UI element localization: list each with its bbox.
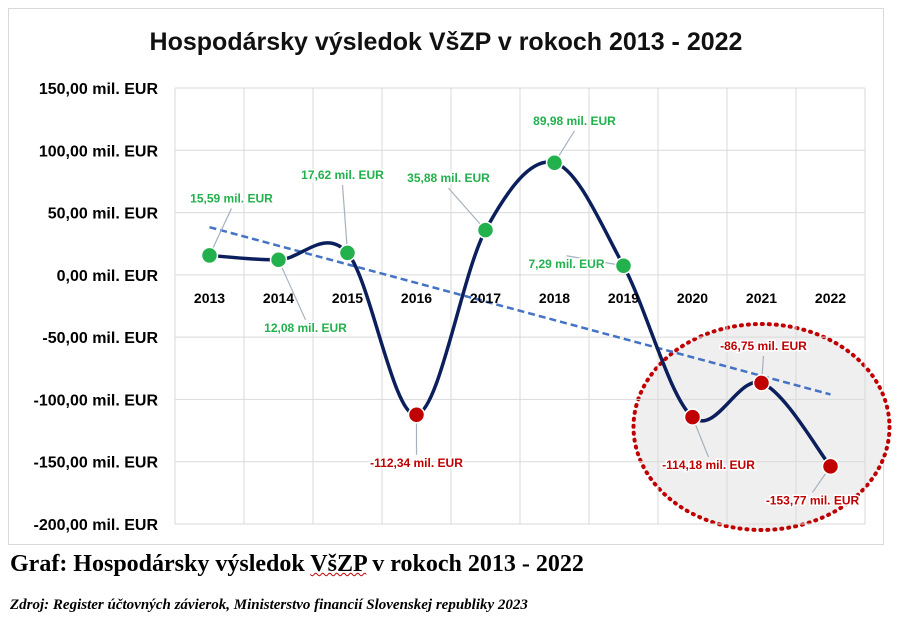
leader-line bbox=[448, 187, 486, 231]
y-tick-label: -150,00 mil. EUR bbox=[34, 455, 159, 472]
x-tick-label: 2021 bbox=[746, 290, 777, 306]
data-label-2019: 7,29 mil. EUR bbox=[528, 257, 604, 271]
data-point-2014 bbox=[269, 251, 288, 269]
x-tick-label: 2014 bbox=[263, 290, 294, 306]
data-label-2013: 15,59 mil. EUR bbox=[190, 191, 273, 205]
x-tick-label: 2019 bbox=[608, 290, 639, 306]
data-point-2015 bbox=[338, 244, 357, 262]
chart-title: Hospodársky výsledok VšZP v rokoch 2013 … bbox=[149, 28, 743, 56]
caption-text-before: Graf: Hospodársky výsledok bbox=[10, 551, 311, 577]
y-tick-label: -200,00 mil. EUR bbox=[34, 517, 159, 534]
leader-line bbox=[341, 184, 349, 253]
y-tick-label: -100,00 mil. EUR bbox=[34, 392, 159, 409]
caption-text-after: v rokoch 2013 - 2022 bbox=[366, 551, 584, 577]
source-note: Zdroj: Register účtovných závierok, Mini… bbox=[10, 597, 528, 613]
data-point-2019 bbox=[614, 257, 633, 275]
x-tick-label: 2015 bbox=[332, 290, 363, 306]
data-label-2017: 35,88 mil. EUR bbox=[407, 171, 490, 185]
highlight-circle bbox=[631, 322, 892, 532]
data-point-2018 bbox=[545, 154, 564, 172]
data-point-2016 bbox=[407, 406, 426, 424]
data-label-2022: -153,77 mil. EUR bbox=[766, 493, 860, 507]
x-tick-label: 2016 bbox=[401, 290, 432, 306]
caption-text-underlined: VšZP bbox=[310, 551, 367, 577]
leader-line bbox=[277, 259, 307, 321]
y-tick-label: -50,00 mil. EUR bbox=[42, 330, 158, 347]
data-label-2018: 89,98 mil. EUR bbox=[533, 114, 616, 128]
y-tick-label: 100,00 mil. EUR bbox=[39, 143, 159, 160]
series-line bbox=[209, 160, 832, 468]
x-tick-label: 2022 bbox=[815, 290, 846, 306]
y-tick-label: 50,00 mil. EUR bbox=[48, 206, 159, 223]
figure-caption: Graf: Hospodársky výsledok VšZP v rokoch… bbox=[10, 551, 584, 578]
data-point-2020 bbox=[683, 408, 702, 426]
x-tick-label: 2013 bbox=[194, 290, 225, 306]
data-label-2020: -114,18 mil. EUR bbox=[662, 458, 755, 472]
data-point-2017 bbox=[476, 221, 495, 239]
data-label-2021: -86,75 mil. EUR bbox=[720, 339, 807, 353]
x-tick-label: 2017 bbox=[470, 290, 501, 306]
leader-line bbox=[566, 255, 624, 267]
data-point-2022 bbox=[821, 457, 840, 476]
trendline bbox=[209, 225, 831, 396]
x-tick-label: 2020 bbox=[677, 290, 708, 306]
data-point-2013 bbox=[200, 246, 219, 265]
y-tick-label: 150,00 mil. EUR bbox=[39, 81, 159, 98]
y-tick-label: 0,00 mil. EUR bbox=[57, 268, 159, 285]
data-label-2015: 17,62 mil. EUR bbox=[301, 168, 384, 182]
data-label-2014: 12,08 mil. EUR bbox=[264, 321, 347, 335]
data-label-2016: -112,34 mil. EUR bbox=[370, 456, 463, 470]
x-tick-label: 2018 bbox=[539, 290, 570, 306]
data-point-2021 bbox=[752, 374, 771, 392]
